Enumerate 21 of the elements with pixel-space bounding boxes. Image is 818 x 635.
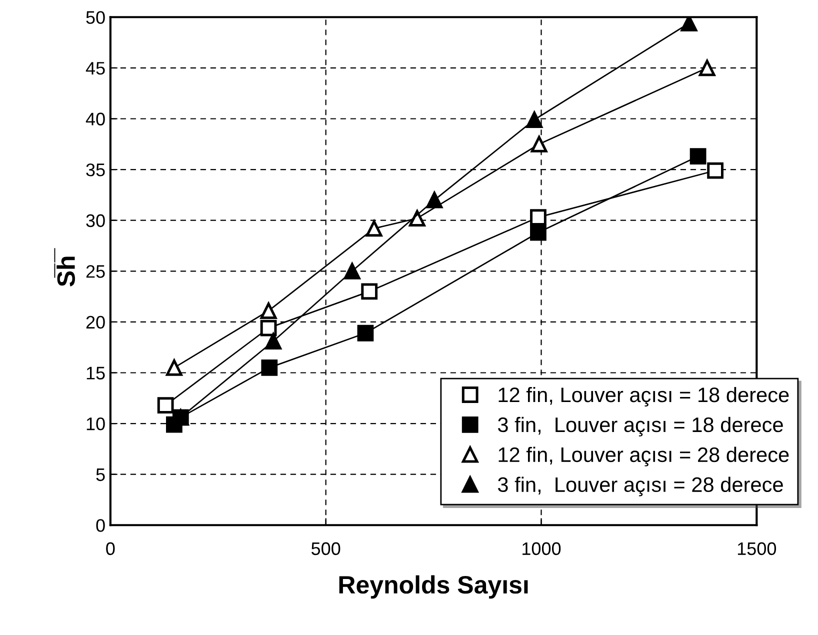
x-tick-label: 500 (312, 542, 340, 556)
x-tick-label: 1500 (738, 542, 776, 556)
legend-label: 12 fin, Louver açısı = 18 derece (498, 386, 789, 406)
y-tick-label: 30 (86, 214, 105, 228)
y-tick-label: 50 (86, 11, 105, 24)
legend-label: 12 fin, Louver açısı = 28 derece (498, 446, 789, 466)
y-tick-label: 5 (96, 468, 105, 482)
x-tick-label: 1000 (522, 542, 561, 556)
y-tick-label: 10 (86, 417, 105, 430)
legend-label: 3 fin, Louver açısı = 28 derece (498, 476, 783, 496)
y-tick-label: 45 (86, 62, 105, 75)
y-tick-label: 25 (86, 265, 105, 278)
x-tick-label: 0 (106, 542, 115, 556)
y-tick-label: 35 (86, 163, 105, 176)
y-tick-label: 15 (86, 366, 105, 380)
y-tick-label: 40 (86, 112, 105, 126)
y-tick-label: 0 (96, 519, 105, 532)
y-tick-label: 20 (86, 316, 105, 329)
x-axis-title: Reynolds Sayısı (339, 575, 528, 599)
y-axis-title: S̅h̅ (54, 248, 75, 286)
legend-label: 3 fin, Louver açısı = 18 derece (498, 416, 783, 436)
